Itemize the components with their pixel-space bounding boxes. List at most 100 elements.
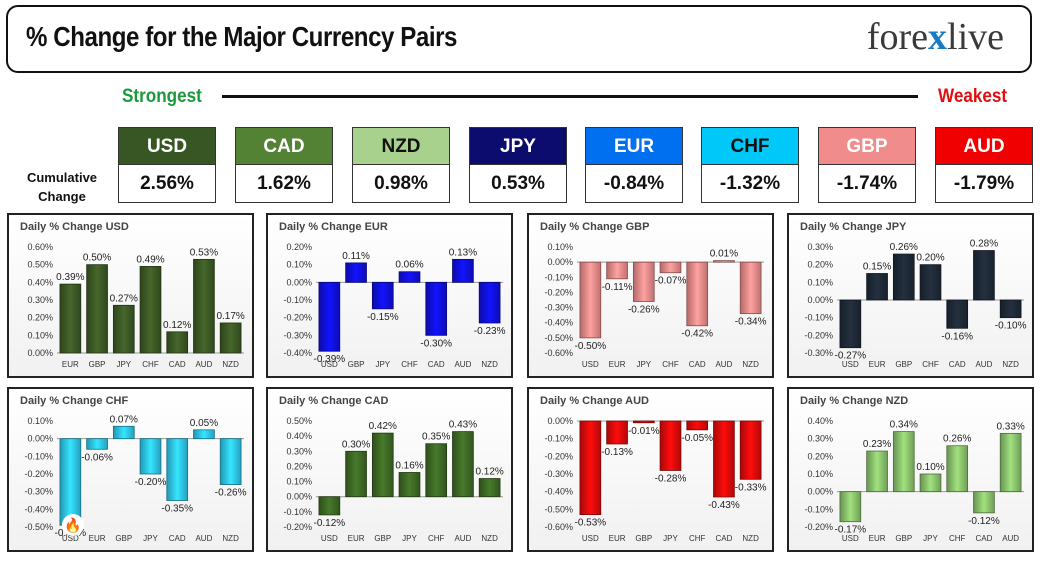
chart-gbp: -0.60%-0.50%-0.40%-0.30%-0.20%-0.10%0.00… <box>544 242 766 369</box>
y-tick-label: 0.10% <box>27 330 53 340</box>
y-tick-label: 0.50% <box>286 416 312 426</box>
bar-nzd <box>219 322 242 354</box>
x-tick-label: JPY <box>402 534 417 543</box>
x-tick-label: CHF <box>142 360 159 369</box>
x-tick-label: USD <box>62 534 79 543</box>
currency-tile-1: USD 2.56% <box>118 127 216 203</box>
tile-cumulative-value: 1.62% <box>235 165 333 203</box>
chart-panel-nzd: Daily % Change NZD -0.20% -0.10% 0.00% 0.10… <box>787 387 1034 552</box>
x-tick-label: CAD <box>949 360 966 369</box>
y-tick-label: -0.30% <box>283 330 312 340</box>
x-tick-label: GBP <box>348 360 365 369</box>
bar-chf <box>659 261 682 274</box>
bar-jpy <box>112 304 135 354</box>
x-tick-label: AUD <box>715 360 732 369</box>
y-tick-label: 0.30% <box>286 446 312 456</box>
header-banner: % Change for the Major Currency Pairs fo… <box>6 5 1032 73</box>
y-tick-label: -0.60% <box>544 348 573 358</box>
x-tick-label: USD <box>842 360 859 369</box>
data-label: 0.30% <box>342 439 370 450</box>
x-tick-label: JPY <box>663 534 678 543</box>
bar-chf <box>686 420 709 431</box>
chart-title: Daily % Change CHF <box>20 395 129 407</box>
x-tick-label: AUD <box>454 360 471 369</box>
y-tick-label: 0.20% <box>27 313 53 323</box>
cumulative-label-line1: Cumulative <box>26 170 98 185</box>
x-tick-label: USD <box>582 360 599 369</box>
y-tick-label: 0.10% <box>27 416 53 426</box>
strongest-label: Strongest <box>122 86 202 107</box>
y-tick-label: -0.30% <box>544 303 573 313</box>
y-tick-label: -0.30% <box>24 487 53 497</box>
data-label: 0.33% <box>996 421 1024 432</box>
y-tick-label: 0.60% <box>27 242 53 252</box>
logo-text-left: fore <box>866 16 929 58</box>
data-label: 0.16% <box>395 460 423 471</box>
bar-aud <box>452 431 474 498</box>
data-label: 0.10% <box>916 462 944 473</box>
y-tick-label: -0.40% <box>24 504 53 514</box>
bar-cad <box>166 438 189 501</box>
y-tick-label: -0.10% <box>24 451 53 461</box>
x-tick-label: GBP <box>895 534 912 543</box>
chart-title: Daily % Change CAD <box>279 395 389 407</box>
x-tick-label: EUR <box>609 360 626 369</box>
bar-jpy <box>139 438 162 475</box>
bar-aud <box>999 432 1022 493</box>
data-label: -0.27% <box>835 351 867 362</box>
x-tick-label: CHF <box>428 534 445 543</box>
chart-usd: 0.00% 0.10% 0.20% 0.30% 0.40% 0.50% 0.60% 0.39%… <box>27 242 244 369</box>
data-label: -0.05% <box>681 433 713 444</box>
x-tick-label: EUR <box>89 534 106 543</box>
x-tick-label: AUD <box>975 360 992 369</box>
y-tick-label: 0.10% <box>807 277 833 287</box>
bar-eur <box>59 283 82 354</box>
data-label: -0.11% <box>602 282 633 293</box>
bar-cad <box>946 299 969 329</box>
data-label: 0.42% <box>369 421 397 432</box>
y-tick-label: -0.20% <box>24 469 53 479</box>
y-tick-label: 0.00% <box>807 487 833 497</box>
x-tick-label: GBP <box>374 534 391 543</box>
data-label: -0.20% <box>135 477 167 488</box>
data-label: -0.10% <box>995 321 1027 332</box>
tile-currency-name: JPY <box>469 127 567 165</box>
y-tick-label: -0.20% <box>283 522 312 532</box>
bar-nzd <box>219 438 242 486</box>
x-tick-label: USD <box>582 534 599 543</box>
x-tick-label: AUD <box>195 360 212 369</box>
bar-nzd <box>739 420 762 480</box>
bar-usd <box>318 281 341 352</box>
y-tick-label: -0.40% <box>283 348 312 358</box>
x-tick-label: NZD <box>222 534 239 543</box>
bar-cad <box>686 261 709 327</box>
x-tick-label: NZD <box>222 360 239 369</box>
chart-panel-eur: Daily % Change EUR -0.40% -0.30% -0.20% -0.… <box>266 213 513 378</box>
page-title: % Change for the Major Currency Pairs <box>26 21 458 52</box>
currency-tile-4: JPY 0.53% <box>469 127 567 203</box>
x-tick-label: USD <box>321 360 338 369</box>
data-label: 0.26% <box>943 434 971 445</box>
chart-panel-chf: Daily % Change CHF -0.50% -0.40% -0.30% -0.… <box>7 387 254 552</box>
bar-cad <box>713 420 735 498</box>
data-label: -0.28% <box>655 473 687 484</box>
y-tick-label: -0.10% <box>804 313 833 323</box>
data-label: 0.17% <box>216 311 244 322</box>
y-tick-label: 0.10% <box>286 477 312 487</box>
bar-eur <box>866 273 888 301</box>
x-tick-label: EUR <box>869 534 886 543</box>
data-label: 0.35% <box>422 432 450 443</box>
data-label: 0.27% <box>110 293 138 304</box>
y-tick-label: 0.20% <box>286 461 312 471</box>
y-tick-label: 0.20% <box>286 242 312 252</box>
bar-nzd <box>478 478 501 498</box>
y-tick-label: -0.20% <box>544 287 573 297</box>
chart-panel-gbp: Daily % Change GBP -0.60% -0.50% -0.40% -0.… <box>527 213 774 378</box>
chart-panel-aud: Daily % Change AUD -0.60% -0.50% -0.40% -0.… <box>527 387 774 552</box>
y-tick-label: 0.50% <box>27 260 53 270</box>
bar-nzd <box>478 281 501 324</box>
y-tick-label: 0.00% <box>27 348 53 358</box>
data-label: -0.53% <box>575 518 607 529</box>
flame-watermark-icon: 🔥 <box>62 514 84 536</box>
x-tick-label: GBP <box>895 360 912 369</box>
